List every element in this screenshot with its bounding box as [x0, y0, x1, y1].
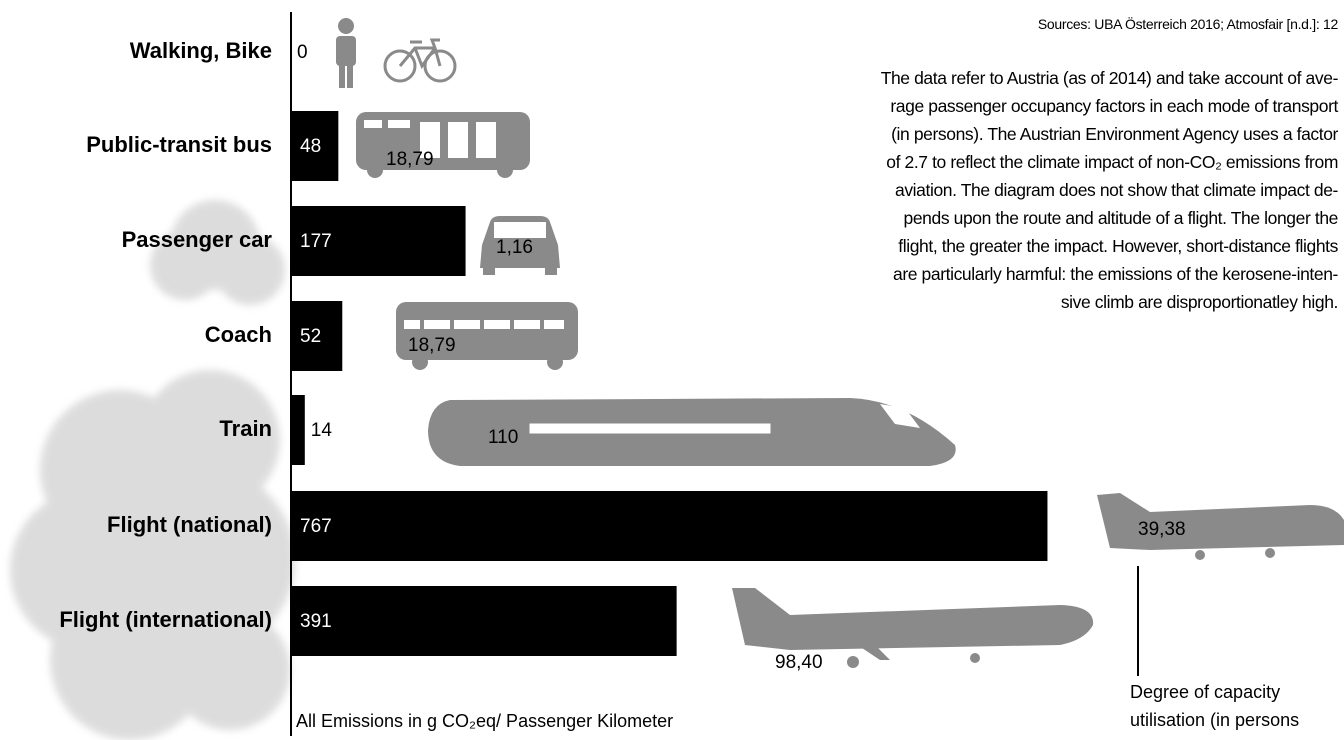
category-label: Public-transit bus: [86, 132, 272, 157]
bar: [291, 586, 677, 656]
bar: [291, 395, 305, 465]
value-label: 48: [300, 136, 321, 157]
occupancy-label: 110: [488, 427, 518, 448]
category-label: Passenger car: [122, 227, 273, 252]
person-icon: [336, 18, 356, 88]
occupancy-label: 18,79: [386, 149, 434, 170]
value-label: 391: [300, 611, 332, 632]
category-label: Flight (national): [107, 512, 272, 537]
page: All Emissions in g CO₂eq/ Passenger Kilo…: [0, 0, 1344, 740]
bus-icon: [356, 112, 530, 178]
note-line: of 2.7 to reflect the climate impact of …: [738, 148, 1338, 176]
note-line: are particularly harmful: the emissions …: [738, 260, 1338, 288]
value-label: 0: [297, 42, 308, 63]
value-label: 177: [300, 231, 332, 252]
value-label: 767: [300, 516, 332, 537]
capacity-note: utilisation (in persons: [1130, 710, 1299, 730]
plane-national-icon: [1097, 493, 1344, 560]
note-line: rage passenger occupancy factors in each…: [738, 92, 1338, 120]
note-line: (in persons). The Austrian Environment A…: [738, 120, 1338, 148]
note-line: flight, the greater the impact. However,…: [738, 232, 1338, 260]
category-label: Flight (international): [59, 607, 272, 632]
occupancy-label: 18,79: [408, 335, 456, 356]
note-line: sive climb are disproportionatley high.: [738, 288, 1338, 316]
occupancy-label: 98,40: [775, 652, 823, 673]
bike-icon: [385, 40, 455, 81]
note: The data refer to Austria (as of 2014) a…: [738, 64, 1338, 316]
capacity-note: Degree of capacity: [1130, 682, 1280, 702]
category-label: Walking, Bike: [130, 38, 272, 63]
value-label: 14: [311, 420, 333, 441]
category-label: Coach: [205, 322, 272, 347]
occupancy-label: 1,16: [496, 237, 533, 258]
source: Sources: UBA Österreich 2016; Atmosfair …: [1038, 16, 1338, 32]
x-axis-label: All Emissions in g CO₂eq/ Passenger Kilo…: [296, 711, 673, 731]
note-line: aviation. The diagram does not show that…: [738, 176, 1338, 204]
occupancy-label: 39,38: [1138, 519, 1186, 540]
category-label: Train: [219, 416, 272, 441]
value-label: 52: [300, 326, 321, 347]
bar: [291, 491, 1047, 561]
note-line: The data refer to Austria (as of 2014) a…: [738, 64, 1338, 92]
cloud-decoration: [10, 200, 295, 740]
note-line: pends upon the route and altitude of a f…: [738, 204, 1338, 232]
